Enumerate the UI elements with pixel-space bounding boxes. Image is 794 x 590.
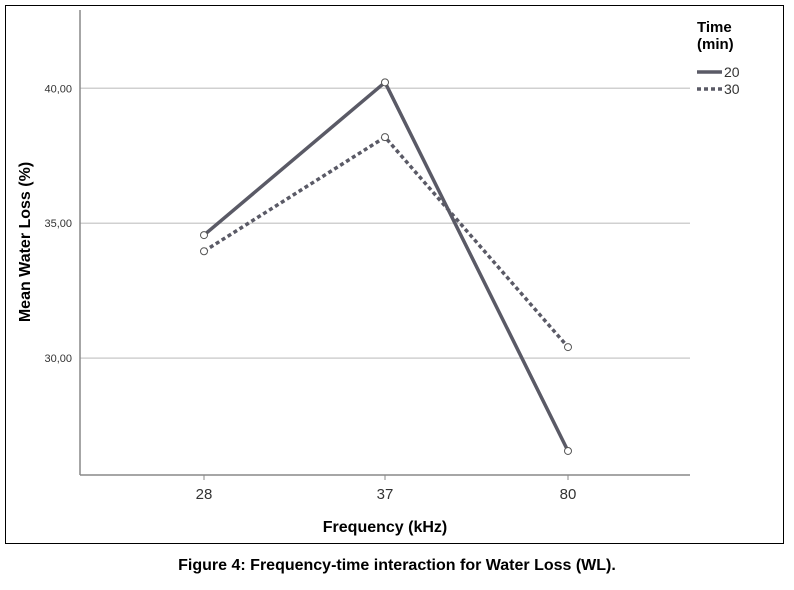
y-axis-title: Mean Water Loss (%) [17,162,34,322]
data-point-30 [564,343,572,352]
legend-title: Time [697,19,732,36]
x-axis-title: Frequency (kHz) [323,519,447,536]
data-point-30 [381,133,389,142]
data-point-20 [564,446,572,455]
y-tick-label: 35,00 [44,218,72,230]
y-tick-label: 30,00 [44,353,72,365]
legend-label: 20 [724,64,740,80]
data-point-20 [381,78,389,87]
x-tick-label: 37 [377,486,394,503]
legend-label: 30 [724,81,740,97]
x-tick-label: 28 [196,486,213,503]
y-tick-label: 40,00 [44,83,72,95]
chart-frame [5,5,784,544]
data-point-20 [200,231,208,240]
series-line-30 [203,134,570,349]
x-tick-label: 80 [560,486,577,503]
interaction-chart: 30,00 35,00 40,00 28 37 80 Frequency (kHz) Mean… [17,10,740,536]
legend-title: (min) [697,36,734,53]
figure-caption: Figure 4: Frequency-time interaction for… [178,557,616,574]
data-point-30 [200,247,208,256]
